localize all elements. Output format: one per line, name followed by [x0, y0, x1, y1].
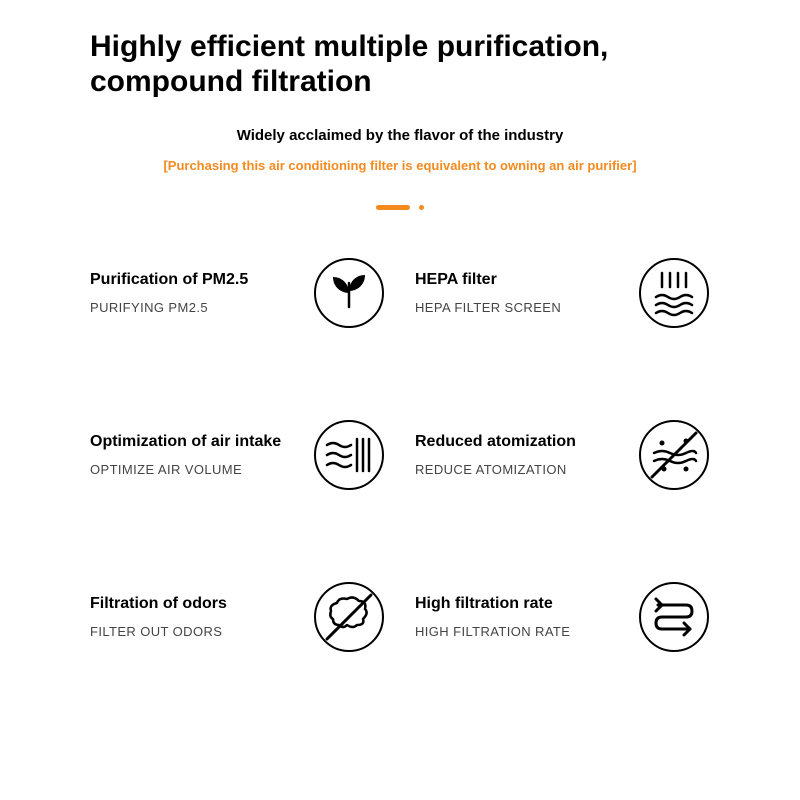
- infographic-container: Highly efficient multiple purification, …: [0, 0, 800, 800]
- feature-text: HEPA filter HEPA FILTER SCREEN: [415, 271, 626, 314]
- feature-title: HEPA filter: [415, 271, 626, 289]
- feature-hepa: HEPA filter HEPA FILTER SCREEN: [415, 257, 710, 329]
- feature-atomization: Reduced atomization REDUCE ATOMIZATION: [415, 419, 710, 491]
- hepa-icon: [638, 257, 710, 329]
- feature-text: Reduced atomization REDUCE ATOMIZATION: [415, 433, 626, 476]
- feature-title: Filtration of odors: [90, 595, 301, 613]
- feature-title: Purification of PM2.5: [90, 271, 301, 289]
- tagline: [Purchasing this air conditioning filter…: [90, 158, 710, 173]
- feature-title: Optimization of air intake: [90, 433, 301, 451]
- feature-title: Reduced atomization: [415, 433, 626, 451]
- feature-sub: HIGH FILTRATION RATE: [415, 624, 626, 639]
- feature-text: Optimization of air intake OPTIMIZE AIR …: [90, 433, 301, 476]
- divider-dot: [419, 205, 424, 210]
- divider: [90, 199, 710, 217]
- filtration-rate-icon: [638, 581, 710, 653]
- feature-sub: FILTER OUT ODORS: [90, 624, 301, 639]
- headline: Highly efficient multiple purification, …: [90, 30, 710, 99]
- subhead: Widely acclaimed by the flavor of the in…: [90, 127, 710, 144]
- atomization-icon: [638, 419, 710, 491]
- feature-sub: REDUCE ATOMIZATION: [415, 462, 626, 477]
- feature-sub: HEPA FILTER SCREEN: [415, 300, 626, 315]
- feature-title: High filtration rate: [415, 595, 626, 613]
- odor-icon: [313, 581, 385, 653]
- airflow-icon: [313, 419, 385, 491]
- feature-odors: Filtration of odors FILTER OUT ODORS: [90, 581, 385, 653]
- feature-air-intake: Optimization of air intake OPTIMIZE AIR …: [90, 419, 385, 491]
- feature-text: High filtration rate HIGH FILTRATION RAT…: [415, 595, 626, 638]
- feature-pm25: Purification of PM2.5 PURIFYING PM2.5: [90, 257, 385, 329]
- leaf-icon: [313, 257, 385, 329]
- feature-sub: OPTIMIZE AIR VOLUME: [90, 462, 301, 477]
- feature-text: Purification of PM2.5 PURIFYING PM2.5: [90, 271, 301, 314]
- divider-bar: [376, 205, 410, 210]
- feature-sub: PURIFYING PM2.5: [90, 300, 301, 315]
- feature-text: Filtration of odors FILTER OUT ODORS: [90, 595, 301, 638]
- feature-filtration-rate: High filtration rate HIGH FILTRATION RAT…: [415, 581, 710, 653]
- feature-grid: Purification of PM2.5 PURIFYING PM2.5 HE…: [90, 257, 710, 653]
